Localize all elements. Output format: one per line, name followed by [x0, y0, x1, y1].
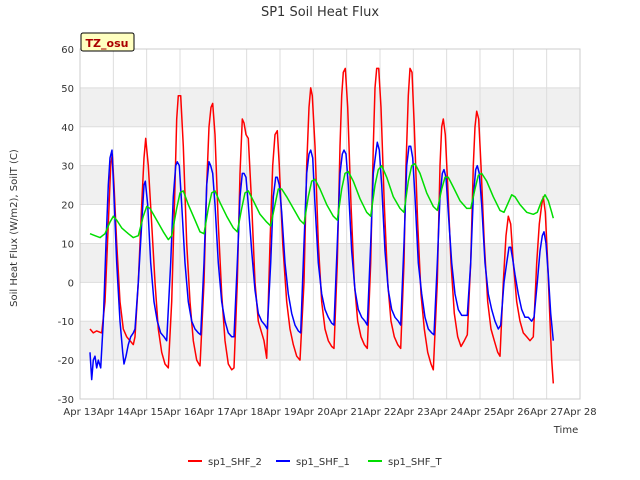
series-line-sp1_SHF_2: [89, 67, 555, 384]
x-tick-label: Apr 26: [497, 407, 530, 418]
series-line-sp1_SHF_1: [89, 141, 555, 381]
series-lines: [89, 67, 555, 384]
legend-label-sp1_SHF_1: sp1_SHF_1: [296, 457, 350, 468]
y-axis-ticks: -30 -20 -10 0 10 20 30 40 50 60: [58, 45, 74, 406]
x-tick-label: Apr 15: [130, 407, 163, 418]
series-line-sp1_SHF_T: [89, 162, 555, 241]
x-axis-ticks: Apr 13 Apr 14 Apr 15 Apr 16 Apr 17 Apr 18 Apr …: [63, 407, 596, 418]
plot-background-bands: [80, 87, 580, 361]
badge-box: [80, 32, 135, 52]
y-tick-label: -20: [58, 356, 74, 367]
y-tick-label: 20: [61, 201, 74, 212]
x-tick-label: Apr 21: [330, 407, 363, 418]
band--20: [80, 321, 580, 361]
x-tick-label: Apr 28: [563, 407, 596, 418]
x-tick-label: Apr 20: [297, 407, 330, 418]
plot-frame: [79, 48, 581, 400]
x-tick-label: Apr 27: [530, 407, 563, 418]
band-0: [80, 243, 580, 283]
x-tick-label: Apr 19: [263, 407, 296, 418]
band-20: [80, 165, 580, 205]
x-tick-label: Apr 23: [397, 407, 430, 418]
y-tick-label: 60: [61, 45, 74, 56]
y-tick-label: 40: [61, 123, 74, 134]
x-tick-label: Apr 22: [363, 407, 396, 418]
x-axis-label: Time: [553, 425, 578, 436]
badge: TZ_osu: [80, 32, 135, 52]
y-tick-label: 10: [61, 239, 74, 250]
y-tick-label: 0: [68, 278, 74, 289]
y-tick-label: -30: [58, 395, 74, 406]
x-tick-label: Apr 16: [163, 407, 196, 418]
legend-label-sp1_SHF_T: sp1_SHF_T: [388, 457, 443, 468]
y-tick-label: -10: [58, 317, 74, 328]
x-tick-label: Apr 25: [463, 407, 496, 418]
legend: sp1_SHF_2 sp1_SHF_1 sp1_SHF_T: [188, 457, 443, 468]
legend-label-sp1_SHF_2: sp1_SHF_2: [208, 457, 262, 468]
x-tick-label: Apr 17: [197, 407, 230, 418]
x-tick-label: Apr 18: [230, 407, 263, 418]
x-tick-label: Apr 24: [430, 407, 463, 418]
band-40: [80, 87, 580, 127]
x-tick-label: Apr 13: [63, 407, 96, 418]
badge-label: TZ_osu: [86, 37, 129, 50]
y-tick-label: 30: [61, 162, 74, 173]
chart-title: SP1 Soil Heat Flux: [261, 5, 379, 20]
y-axis-label: Soil Heat Flux (W/m2), SoilT (C): [9, 149, 20, 307]
y-tick-label: 50: [61, 84, 74, 95]
x-tick-label: Apr 14: [97, 407, 130, 418]
